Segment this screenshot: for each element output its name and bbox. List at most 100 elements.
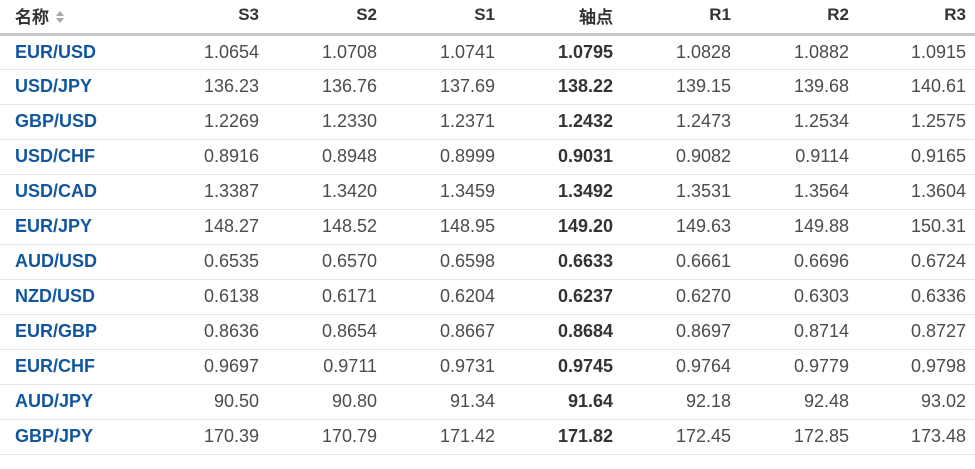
level-value-cell: 0.8636 <box>150 314 268 350</box>
pair-name-cell: AUD/USD <box>0 244 150 280</box>
pair-name-cell: NZD/USD <box>0 279 150 315</box>
pair-link[interactable]: AUD/USD <box>15 251 98 271</box>
level-value-cell: 0.9764 <box>622 349 740 385</box>
table-row: EUR/CHF 0.9697 0.9711 0.9731 0.9745 0.9764 0.9… <box>0 349 975 385</box>
pivot-value-cell: 1.2432 <box>504 104 622 140</box>
level-value-cell: 0.6138 <box>150 279 268 315</box>
level-value-cell: 90.80 <box>268 384 386 420</box>
header-row: 名称 S3 S2 S1 轴点 R1 R2 R3 <box>0 0 975 36</box>
column-header-s3: S3 <box>150 0 268 36</box>
column-header-label: R2 <box>827 5 849 25</box>
pivot-value-cell: 0.6633 <box>504 244 622 280</box>
pair-link[interactable]: GBP/JPY <box>15 426 94 446</box>
level-value-cell: 1.2575 <box>858 104 975 140</box>
table-row: USD/CHF 0.8916 0.8948 0.8999 0.9031 0.9082 0.9… <box>0 139 975 175</box>
level-value-cell: 0.9114 <box>740 139 858 175</box>
level-value-cell: 0.9165 <box>858 139 975 175</box>
level-value-cell: 92.18 <box>622 384 740 420</box>
level-value-cell: 1.3420 <box>268 174 386 210</box>
level-value-cell: 92.48 <box>740 384 858 420</box>
pair-link[interactable]: EUR/JPY <box>15 216 93 236</box>
pivot-value-cell: 171.82 <box>504 419 622 455</box>
level-value-cell: 1.3531 <box>622 174 740 210</box>
level-value-cell: 0.6204 <box>386 279 504 315</box>
pair-link[interactable]: EUR/CHF <box>15 356 95 376</box>
pivot-value-cell: 91.64 <box>504 384 622 420</box>
level-value-cell: 1.0882 <box>740 34 858 70</box>
column-header-label: R3 <box>944 5 966 25</box>
level-value-cell: 0.6598 <box>386 244 504 280</box>
level-value-cell: 0.9697 <box>150 349 268 385</box>
level-value-cell: 0.8697 <box>622 314 740 350</box>
pair-link[interactable]: USD/CAD <box>15 181 98 201</box>
pair-name-cell: USD/JPY <box>0 69 150 105</box>
pivot-value-cell: 1.3492 <box>504 174 622 210</box>
level-value-cell: 0.9082 <box>622 139 740 175</box>
level-value-cell: 171.42 <box>386 419 504 455</box>
level-value-cell: 1.3387 <box>150 174 268 210</box>
pair-name-cell: GBP/USD <box>0 104 150 140</box>
level-value-cell: 0.9711 <box>268 349 386 385</box>
level-value-cell: 1.3564 <box>740 174 858 210</box>
column-header-label: S1 <box>474 5 495 25</box>
level-value-cell: 0.8654 <box>268 314 386 350</box>
level-value-cell: 0.6535 <box>150 244 268 280</box>
level-value-cell: 0.8948 <box>268 139 386 175</box>
level-value-cell: 172.45 <box>622 419 740 455</box>
pivot-value-cell: 1.0795 <box>504 34 622 70</box>
table-row: EUR/JPY 148.27 148.52 148.95 149.20 149.63 149… <box>0 209 975 245</box>
table-row: GBP/USD 1.2269 1.2330 1.2371 1.2432 1.2473 1.2… <box>0 104 975 140</box>
level-value-cell: 170.79 <box>268 419 386 455</box>
level-value-cell: 137.69 <box>386 69 504 105</box>
pair-link[interactable]: GBP/USD <box>15 111 98 131</box>
level-value-cell: 150.31 <box>858 209 975 245</box>
table-row: USD/JPY 136.23 136.76 137.69 138.22 139.15 139… <box>0 69 975 105</box>
level-value-cell: 1.2371 <box>386 104 504 140</box>
column-header-name[interactable]: 名称 <box>0 0 150 36</box>
pivot-points-table: 名称 S3 S2 S1 轴点 R1 R2 R3 EUR/USD 1.0654 1.0708 1.07… <box>0 0 975 455</box>
column-header-r2: R2 <box>740 0 858 36</box>
level-value-cell: 170.39 <box>150 419 268 455</box>
pair-name-cell: GBP/JPY <box>0 419 150 455</box>
column-header-r1: R1 <box>622 0 740 36</box>
pivot-value-cell: 0.9031 <box>504 139 622 175</box>
pair-name-cell: USD/CHF <box>0 139 150 175</box>
pair-link[interactable]: EUR/GBP <box>15 321 98 341</box>
pair-name-cell: EUR/JPY <box>0 209 150 245</box>
table-row: EUR/USD 1.0654 1.0708 1.0741 1.0795 1.0828 1.0… <box>0 34 975 70</box>
level-value-cell: 173.48 <box>858 419 975 455</box>
level-value-cell: 0.6336 <box>858 279 975 315</box>
level-value-cell: 0.9731 <box>386 349 504 385</box>
pivot-value-cell: 0.6237 <box>504 279 622 315</box>
level-value-cell: 140.61 <box>858 69 975 105</box>
pair-link[interactable]: USD/CHF <box>15 146 95 166</box>
pair-link[interactable]: AUD/JPY <box>15 391 94 411</box>
level-value-cell: 0.6171 <box>268 279 386 315</box>
level-value-cell: 1.0741 <box>386 34 504 70</box>
level-value-cell: 0.8667 <box>386 314 504 350</box>
level-value-cell: 1.0915 <box>858 34 975 70</box>
level-value-cell: 1.2269 <box>150 104 268 140</box>
pair-name-cell: EUR/USD <box>0 34 150 70</box>
sort-arrows-icon <box>56 11 64 24</box>
level-value-cell: 136.23 <box>150 69 268 105</box>
pair-link[interactable]: USD/JPY <box>15 76 93 96</box>
column-header-s2: S2 <box>268 0 386 36</box>
level-value-cell: 148.95 <box>386 209 504 245</box>
pair-link[interactable]: EUR/USD <box>15 41 97 62</box>
level-value-cell: 1.0828 <box>622 34 740 70</box>
column-header-label: S2 <box>356 5 377 25</box>
level-value-cell: 0.6303 <box>740 279 858 315</box>
level-value-cell: 0.9779 <box>740 349 858 385</box>
level-value-cell: 0.8916 <box>150 139 268 175</box>
level-value-cell: 0.6270 <box>622 279 740 315</box>
pivot-value-cell: 138.22 <box>504 69 622 105</box>
table-row: AUD/USD 0.6535 0.6570 0.6598 0.6633 0.6661 0.6… <box>0 244 975 280</box>
column-header-label: 轴点 <box>579 7 613 27</box>
table-row: USD/CAD 1.3387 1.3420 1.3459 1.3492 1.3531 1.3… <box>0 174 975 210</box>
pair-name-cell: USD/CAD <box>0 174 150 210</box>
level-value-cell: 1.2534 <box>740 104 858 140</box>
column-header-pivot: 轴点 <box>504 0 622 36</box>
level-value-cell: 0.6570 <box>268 244 386 280</box>
pair-link[interactable]: NZD/USD <box>15 286 95 306</box>
